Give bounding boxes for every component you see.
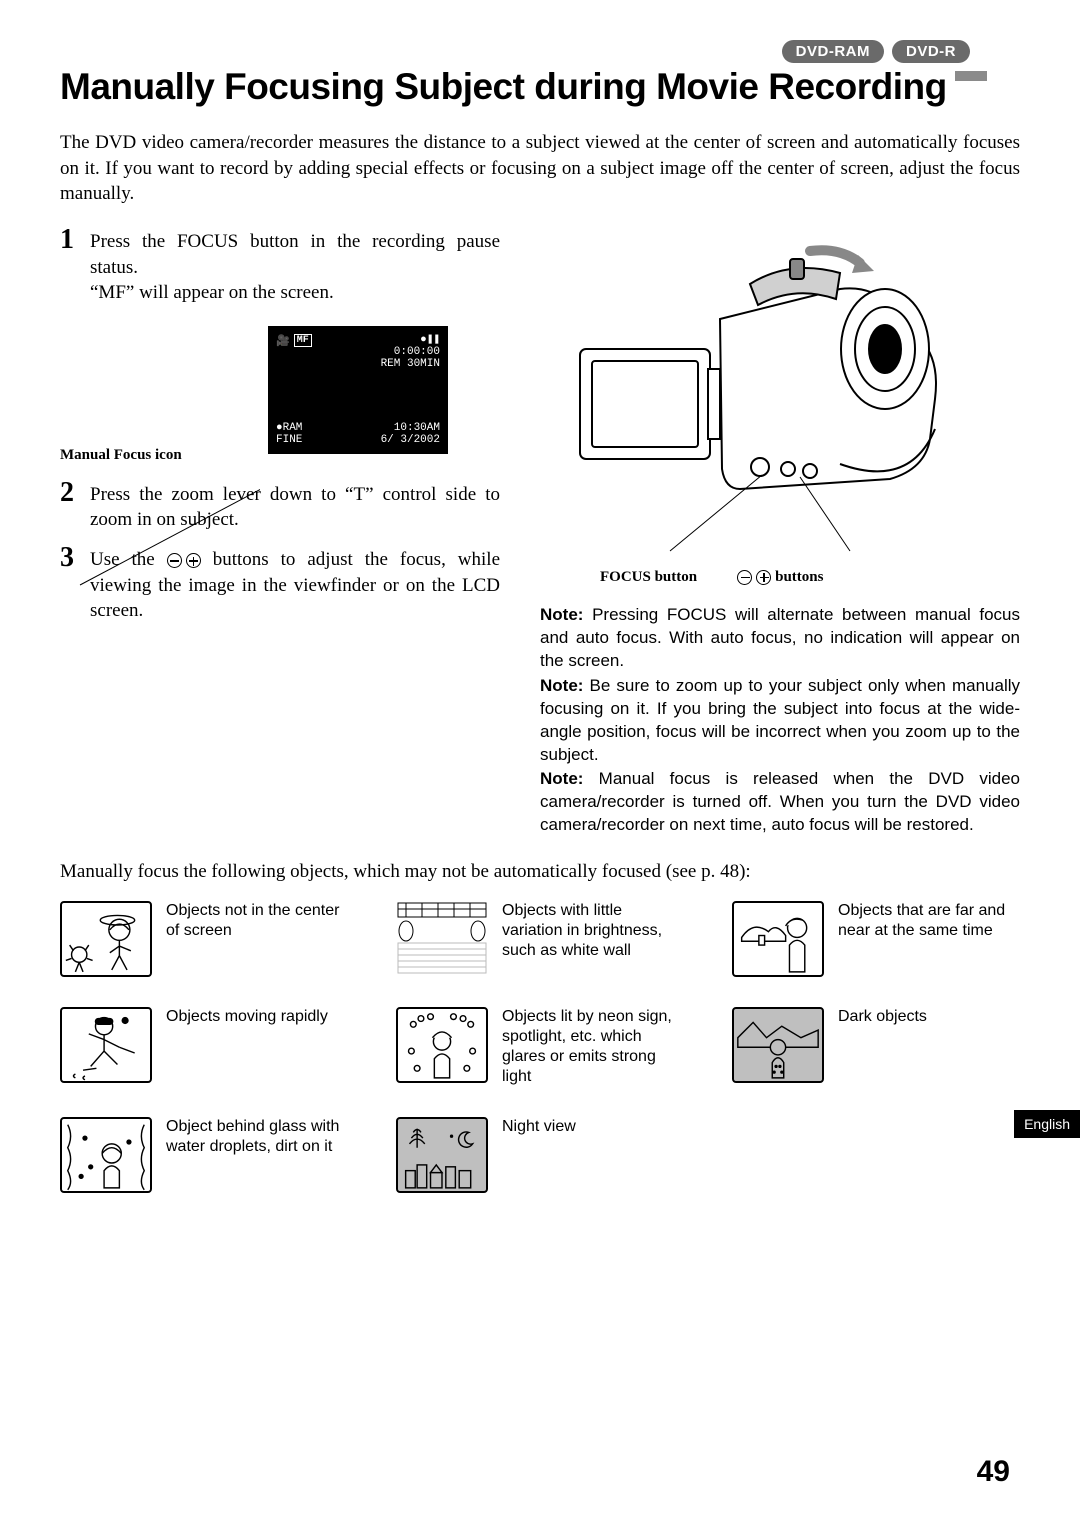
grid-label-5: Dark objects (838, 1007, 1020, 1027)
thumb-night (396, 1117, 488, 1193)
format-badges: DVD-RAM DVD-R (782, 40, 970, 63)
focus-button-label: FOCUS button (600, 569, 697, 586)
note-3-text: Manual focus is released when the DVD vi… (540, 769, 1020, 834)
thumb-neon (396, 1007, 488, 1083)
note-2-text: Be sure to zoom up to your subject only … (540, 676, 1020, 764)
thumbnail-grid: Objects not in the center of screen Obje… (60, 901, 1020, 1193)
manual-focus-caption: Manual Focus icon (60, 447, 182, 464)
lcd-screen-mock: 🎥 MF ●❚❚ 0:00:00 REM 30MIN ●RAM FINE 10:… (268, 326, 448, 454)
grid-cell-7: Night view (396, 1117, 684, 1193)
grid-label-6: Object behind glass with water droplets,… (166, 1117, 348, 1157)
notes-block: Note: Pressing FOCUS will alternate betw… (540, 604, 1020, 837)
camera-illustration (540, 229, 980, 559)
thumb-glass (60, 1117, 152, 1193)
page-number: 49 (977, 1455, 1010, 1489)
thumb-far-near (732, 901, 824, 977)
page-title: Manually Focusing Subject during Movie R… (60, 66, 947, 108)
note-1-label: Note: (540, 605, 583, 624)
grid-cell-0: Objects not in the center of screen (60, 901, 348, 977)
intro-paragraph: The DVD video camera/recorder measures t… (60, 130, 1020, 207)
note-2-label: Note: (540, 676, 583, 695)
lcd-rem: REM 30MIN (381, 358, 440, 370)
grid-cell-1: Objects with little variation in brightn… (396, 901, 684, 977)
lcd-rec-pause: ●❚❚ (381, 334, 440, 346)
lcd-mode1: ●RAM (276, 422, 302, 434)
grid-label-0: Objects not in the center of screen (166, 901, 348, 941)
lcd-date: 6/ 3/2002 (381, 434, 440, 446)
note-3-label: Note: (540, 769, 583, 788)
grid-cell-6: Object behind glass with water droplets,… (60, 1117, 348, 1193)
lcd-mode2: FINE (276, 434, 302, 446)
lcd-clock: 10:30AM (381, 422, 440, 434)
section2-intro: Manually focus the following objects, wh… (60, 861, 1020, 883)
grid-cell-5: Dark objects (732, 1007, 1020, 1087)
grid-cell-2: Objects that are far and near at the sam… (732, 901, 1020, 977)
note-1-text: Pressing FOCUS will alternate between ma… (540, 605, 1020, 670)
language-tab: English (1014, 1110, 1080, 1138)
lcd-time: 0:00:00 (381, 346, 440, 358)
lcd-movie-icon: 🎥 (276, 334, 290, 348)
grid-cell-3: Objects moving rapidly (60, 1007, 348, 1087)
grid-label-4: Objects lit by neon sign, spotlight, etc… (502, 1007, 684, 1087)
camera-labels-row: FOCUS button buttons (540, 569, 1020, 586)
grid-label-2: Objects that are far and near at the sam… (838, 901, 1020, 941)
badge-dvd-r: DVD-R (892, 40, 970, 63)
grid-label-1: Objects with little variation in brightn… (502, 901, 684, 961)
plus-icon (756, 570, 771, 585)
title-rule-bar (955, 71, 987, 81)
minus-icon (737, 570, 752, 585)
badge-dvd-ram: DVD-RAM (782, 40, 884, 63)
minus-icon (167, 553, 182, 568)
thumb-dark (732, 1007, 824, 1083)
plus-icon (186, 553, 201, 568)
pm-buttons-label: buttons (775, 569, 823, 586)
step-1-text-a: Press the FOCUS button in the recording … (90, 231, 500, 278)
thumb-off-center (60, 901, 152, 977)
step-1-number: 1 (60, 229, 80, 306)
step-1-text-b: “MF” will appear on the screen. (90, 282, 334, 303)
grid-cell-4: Objects lit by neon sign, spotlight, etc… (396, 1007, 684, 1087)
grid-label-7: Night view (502, 1117, 684, 1137)
thumb-moving (60, 1007, 152, 1083)
grid-label-3: Objects moving rapidly (166, 1007, 348, 1027)
thumb-white-wall (396, 901, 488, 977)
step-1: 1 Press the FOCUS button in the recordin… (60, 229, 500, 306)
lcd-mf-indicator: MF (294, 334, 312, 347)
